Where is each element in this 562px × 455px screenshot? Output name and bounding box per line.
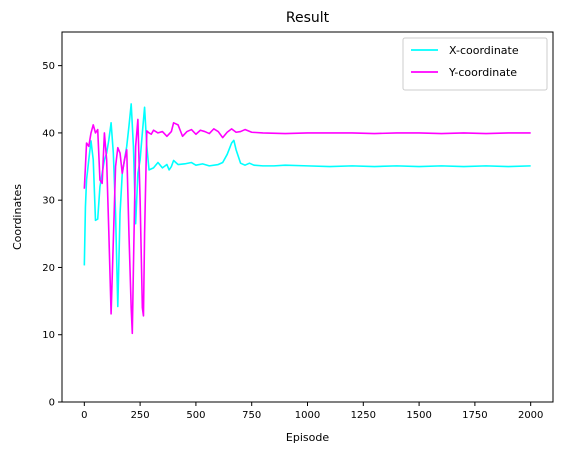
y-axis-ticks: 0 10 20 30 40 50 bbox=[42, 61, 62, 409]
x-tick-label: 1500 bbox=[406, 410, 431, 421]
y-tick-label: 0 bbox=[49, 398, 55, 409]
y-tick-label: 40 bbox=[42, 128, 55, 139]
x-tick-label: 1000 bbox=[295, 410, 320, 421]
x-tick-label: 500 bbox=[186, 410, 205, 421]
y-tick-label: 30 bbox=[42, 196, 55, 207]
x-tick-label: 1750 bbox=[462, 410, 487, 421]
legend-label-y-coordinate: Y-coordinate bbox=[448, 66, 517, 79]
chart-title: Result bbox=[286, 10, 330, 26]
x-tick-label: 750 bbox=[242, 410, 261, 421]
legend: X-coordinate Y-coordinate bbox=[402, 37, 548, 91]
x-axis-ticks: 0 250 500 750 1000 1250 1500 1750 2000 bbox=[81, 402, 543, 421]
series-line-x-coordinate bbox=[83, 103, 531, 308]
legend-box bbox=[402, 37, 548, 91]
series-lines bbox=[83, 103, 531, 335]
series-line-y-coordinate bbox=[83, 118, 531, 335]
x-tick-label: 1250 bbox=[351, 410, 376, 421]
y-tick-label: 50 bbox=[42, 61, 55, 72]
x-tick-label: 0 bbox=[81, 410, 87, 421]
x-tick-label: 2000 bbox=[518, 410, 543, 421]
x-axis-label: Episode bbox=[286, 431, 329, 444]
y-tick-label: 20 bbox=[42, 263, 55, 274]
legend-label-x-coordinate: X-coordinate bbox=[449, 44, 519, 57]
y-tick-label: 10 bbox=[42, 330, 55, 341]
y-axis-label: Coordinates bbox=[11, 184, 24, 250]
x-tick-label: 250 bbox=[131, 410, 150, 421]
